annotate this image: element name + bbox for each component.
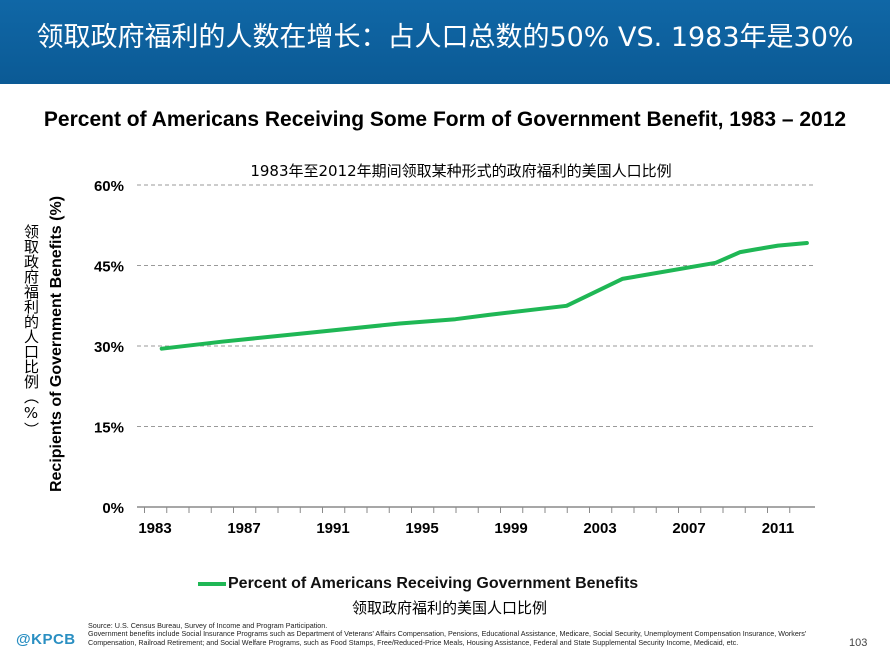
x-tick-label: 1987	[227, 520, 260, 537]
title-banner: 领取政府福利的人数在增长：占人口总数的50% VS. 1983年是30%	[0, 0, 890, 84]
y-axis-label: Recipients of Government Benefits (%)	[48, 195, 65, 493]
x-tick-label: 2011	[762, 520, 795, 537]
y-axis-label-cn: 领取政府福利的人口比例（%）	[22, 224, 40, 437]
page-number: 103	[849, 637, 868, 649]
banner-title: 领取政府福利的人数在增长：占人口总数的50% VS. 1983年是30%	[36, 22, 854, 53]
x-tick-label: 1995	[405, 520, 438, 537]
y-tick-label: 15%	[94, 420, 124, 437]
legend-label-cn: 领取政府福利的美国人口比例	[352, 599, 548, 617]
footnote-source: Source: U.S. Census Bureau, Survey of In…	[88, 621, 328, 630]
legend-label: Percent of Americans Receiving Governmen…	[228, 575, 639, 592]
y-tick-label: 30%	[94, 339, 124, 356]
x-tick-label: 2003	[583, 520, 616, 537]
chart-subtitle: 1983年至2012年期间领取某种形式的政府福利的美国人口比例	[250, 162, 672, 180]
x-tick-label: 2007	[672, 520, 705, 537]
legend-swatch	[198, 582, 226, 586]
y-tick-label: 0%	[102, 500, 124, 517]
kpcb-logo: @KPCB	[16, 631, 76, 648]
chart-title: Percent of Americans Receiving Some Form…	[43, 108, 847, 131]
footnote-note: Government benefits include Social Insur…	[88, 629, 807, 647]
series-line	[159, 241, 809, 351]
x-tick-label: 1999	[494, 520, 527, 537]
y-tick-label: 60%	[94, 178, 124, 195]
x-tick-label: 1983	[138, 520, 171, 537]
footnote: Source: U.S. Census Bureau, Survey of In…	[88, 621, 838, 647]
x-tick-label: 1991	[316, 520, 349, 537]
y-tick-label: 45%	[94, 259, 124, 276]
legend: Percent of Americans Receiving Governmen…	[198, 573, 638, 595]
